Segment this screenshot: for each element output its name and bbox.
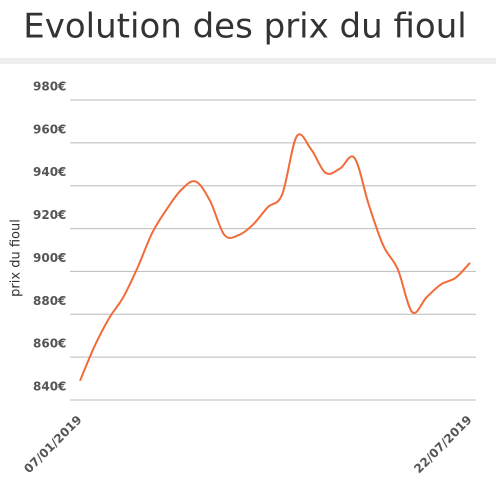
chart-title: Evolution des prix du fioul bbox=[23, 7, 466, 47]
y-tick-label: 980€ bbox=[33, 80, 66, 94]
y-tick-label: 960€ bbox=[33, 122, 66, 136]
y-tick-label: 920€ bbox=[33, 208, 66, 222]
y-tick-label: 840€ bbox=[33, 380, 66, 394]
y-tick-label: 940€ bbox=[33, 165, 66, 179]
y-tick-label: 860€ bbox=[33, 337, 66, 351]
y-tick-label: 900€ bbox=[33, 251, 66, 265]
x-tick-label: 07/01/2019 bbox=[21, 413, 84, 476]
title-band bbox=[0, 58, 496, 64]
price-line bbox=[79, 133, 471, 382]
y-tick-label: 880€ bbox=[33, 294, 66, 308]
x-tick-label: 22/07/2019 bbox=[411, 413, 474, 476]
y-axis-title: prix du fioul bbox=[9, 219, 24, 297]
